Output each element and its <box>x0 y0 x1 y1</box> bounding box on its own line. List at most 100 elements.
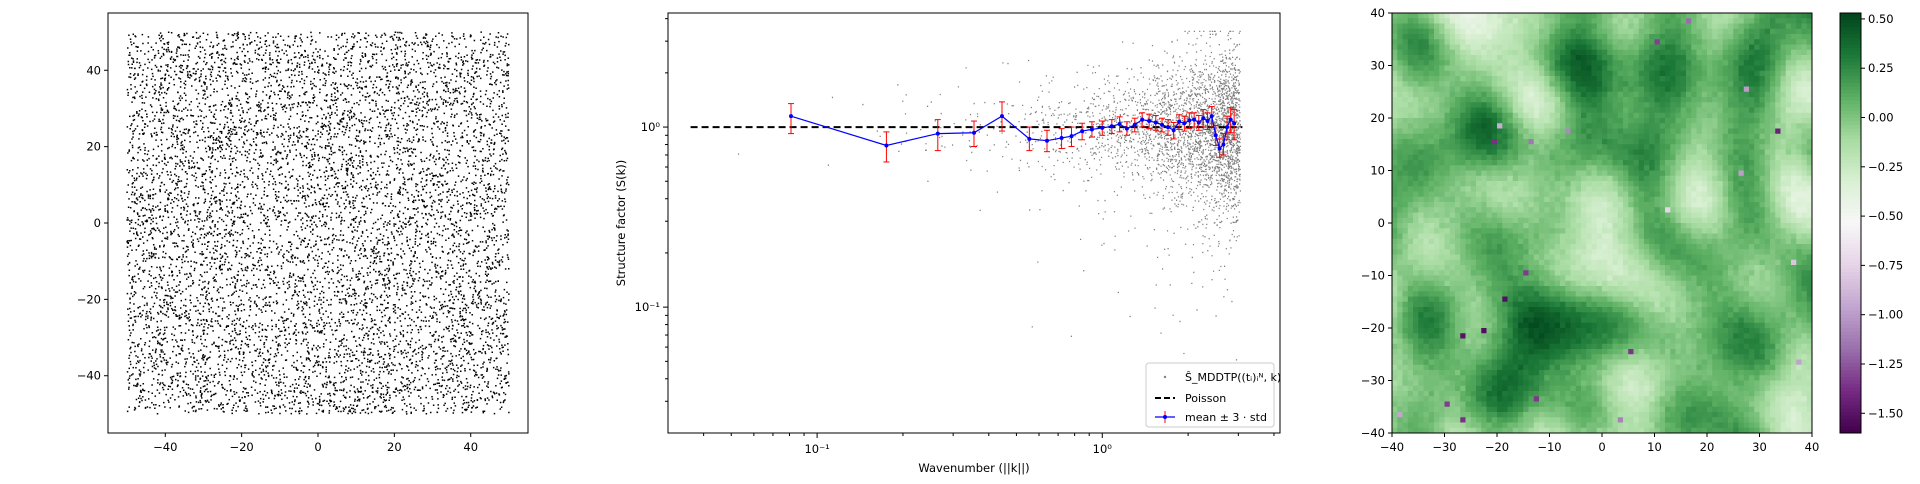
heatmap-cell <box>1728 276 1734 282</box>
heatmap-cell <box>1586 265 1592 271</box>
heatmap-cell <box>1754 302 1760 308</box>
heatmap-cell <box>1403 197 1409 203</box>
heatmap-cell <box>1665 29 1671 35</box>
heatmap-cell <box>1560 181 1566 187</box>
heatmap-cell <box>1707 50 1713 56</box>
heatmap-cell <box>1702 108 1708 114</box>
heatmap-cell <box>1723 60 1729 66</box>
heatmap-cell <box>1718 239 1724 245</box>
heatmap-cell <box>1744 29 1750 35</box>
heatmap-cell <box>1487 139 1493 145</box>
heatmap-cell <box>1508 50 1514 56</box>
heatmap-cell <box>1607 113 1613 119</box>
heatmap-cell <box>1613 39 1619 45</box>
heatmap-cell <box>1686 150 1692 156</box>
heatmap-cell <box>1466 97 1472 103</box>
heatmap-cell <box>1508 213 1514 219</box>
heatmap-cell <box>1697 60 1703 66</box>
heatmap-cell <box>1697 18 1703 24</box>
heatmap-cell <box>1623 249 1629 255</box>
heatmap-cell <box>1481 92 1487 98</box>
heatmap-cell <box>1455 144 1461 150</box>
heatmap-cell <box>1429 29 1435 35</box>
heatmap-cell <box>1775 134 1781 140</box>
heatmap-cell <box>1775 155 1781 161</box>
heatmap-cell <box>1775 24 1781 30</box>
heatmap-cell <box>1534 260 1540 266</box>
heatmap-cell <box>1728 97 1734 103</box>
heatmap-cell <box>1455 291 1461 297</box>
heatmap-cell <box>1539 213 1545 219</box>
heatmap-cell <box>1445 108 1451 114</box>
heatmap-cell <box>1487 18 1493 24</box>
heatmap-cell <box>1760 186 1766 192</box>
heatmap-cell <box>1429 81 1435 87</box>
heatmap-cell <box>1775 13 1781 19</box>
heatmap-cell <box>1550 249 1556 255</box>
heatmap-cell <box>1418 249 1424 255</box>
heatmap-cell <box>1702 92 1708 98</box>
heatmap-cell <box>1502 244 1508 250</box>
heatmap-cell <box>1760 171 1766 177</box>
heatmap-cell <box>1634 307 1640 313</box>
heatmap-cell <box>1492 50 1498 56</box>
heatmap-cell <box>1660 260 1666 266</box>
heatmap-cell <box>1670 218 1676 224</box>
heatmap-cell <box>1697 228 1703 234</box>
heatmap-cell <box>1802 171 1808 177</box>
heatmap-cell <box>1576 92 1582 98</box>
heatmap-cell <box>1775 318 1781 324</box>
heatmap-cell <box>1754 297 1760 303</box>
heatmap-cell <box>1471 228 1477 234</box>
heatmap-cell <box>1786 76 1792 82</box>
heatmap-cell <box>1791 186 1797 192</box>
heatmap-cell <box>1634 81 1640 87</box>
heatmap-cell <box>1634 66 1640 72</box>
heatmap-cell <box>1744 139 1750 145</box>
heatmap-cell <box>1581 318 1587 324</box>
heatmap-cell <box>1571 144 1577 150</box>
heatmap-cell <box>1586 197 1592 203</box>
heatmap-cell <box>1529 18 1535 24</box>
heatmap-cell <box>1712 291 1718 297</box>
heatmap-cell <box>1529 192 1535 198</box>
heatmap-cell <box>1439 218 1445 224</box>
heatmap-cell <box>1712 218 1718 224</box>
heatmap-cell <box>1770 228 1776 234</box>
heatmap-cell <box>1602 312 1608 318</box>
heatmap-cell <box>1676 218 1682 224</box>
heatmap-cell <box>1502 265 1508 271</box>
heatmap-cell <box>1408 260 1414 266</box>
heatmap-cell <box>1518 144 1524 150</box>
heatmap-cell <box>1712 13 1718 19</box>
heatmap-cell <box>1560 160 1566 166</box>
heatmap-cell <box>1791 249 1797 255</box>
heatmap-cell <box>1460 139 1466 145</box>
heatmap-cell <box>1628 249 1634 255</box>
heatmap-cell <box>1670 312 1676 318</box>
heatmap-cell <box>1733 108 1739 114</box>
heatmap-cell <box>1686 39 1692 45</box>
heatmap-cell <box>1586 218 1592 224</box>
heatmap-cell <box>1544 160 1550 166</box>
heatmap-cell <box>1403 202 1409 208</box>
heatmap-cell <box>1707 160 1713 166</box>
heatmap-cell <box>1439 34 1445 40</box>
heatmap-cell <box>1786 171 1792 177</box>
heatmap-cell <box>1560 291 1566 297</box>
heatmap-cell <box>1602 307 1608 313</box>
heatmap-cell <box>1796 234 1802 240</box>
heatmap-cell <box>1424 239 1430 245</box>
heatmap-cell <box>1718 123 1724 129</box>
heatmap-cell <box>1639 165 1645 171</box>
heatmap-cell <box>1513 29 1519 35</box>
heatmap-cell <box>1466 118 1472 124</box>
heatmap-cell <box>1770 102 1776 108</box>
heatmap-cell <box>1796 165 1802 171</box>
heatmap-cell <box>1497 239 1503 245</box>
heatmap-cell <box>1613 228 1619 234</box>
heatmap-cell <box>1487 160 1493 166</box>
heatmap-cell <box>1749 218 1755 224</box>
heatmap-cell <box>1655 50 1661 56</box>
heatmap-cell <box>1586 45 1592 51</box>
